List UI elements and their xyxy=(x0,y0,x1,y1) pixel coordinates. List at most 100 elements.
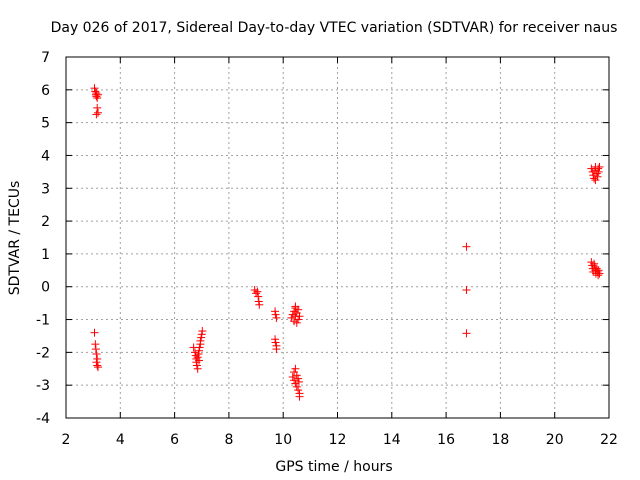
data-point xyxy=(271,310,280,319)
y-tick-label: 2 xyxy=(41,214,50,230)
data-point xyxy=(594,266,603,275)
data-point xyxy=(198,327,207,336)
data-point xyxy=(90,328,99,337)
data-point xyxy=(590,166,599,175)
data-point xyxy=(294,377,303,386)
x-tick-labels: 2 4 6 8 10 12 14 16 18 20 22 xyxy=(62,432,618,448)
data-point xyxy=(291,364,300,373)
data-point xyxy=(292,382,301,391)
x-tick-label: 12 xyxy=(329,432,347,448)
x-tick-label: 22 xyxy=(600,432,618,448)
data-point xyxy=(294,386,303,395)
data-point xyxy=(195,356,204,365)
data-point xyxy=(294,315,303,324)
data-point xyxy=(595,269,604,278)
data-point xyxy=(253,287,262,296)
data-point xyxy=(590,263,599,272)
data-point xyxy=(292,318,301,327)
x-tick-label: 2 xyxy=(62,432,71,448)
data-point xyxy=(294,374,303,383)
y-tick-label: -2 xyxy=(36,345,50,361)
data-point xyxy=(91,345,100,354)
y-tick-label: 5 xyxy=(41,116,50,132)
data-point xyxy=(190,348,199,357)
data-point xyxy=(90,84,99,93)
y-tick-label: -3 xyxy=(36,378,50,394)
chart-title: Day 026 of 2017, Sidereal Day-to-day VTE… xyxy=(51,20,618,36)
data-point xyxy=(92,89,101,98)
data-point xyxy=(93,361,102,370)
x-tick-label: 8 xyxy=(224,432,233,448)
data-point xyxy=(94,363,103,372)
y-tick-label: 0 xyxy=(41,280,50,296)
data-point xyxy=(91,340,100,349)
data-point xyxy=(195,343,204,352)
x-tick-label: 6 xyxy=(170,432,179,448)
y-axis-label: SDTVAR / TECUs xyxy=(7,181,23,296)
data-point xyxy=(254,297,263,306)
data-point xyxy=(295,312,304,321)
data-point xyxy=(594,164,603,173)
data-point xyxy=(92,350,101,359)
data-point xyxy=(93,103,102,112)
data-point xyxy=(462,329,471,338)
data-point xyxy=(271,338,280,347)
data-point xyxy=(595,162,604,171)
data-point xyxy=(93,94,102,103)
data-point xyxy=(288,372,297,381)
data-point xyxy=(272,345,281,354)
data-point xyxy=(593,267,602,276)
data-point xyxy=(271,307,280,316)
data-point xyxy=(462,286,471,295)
data-point xyxy=(295,392,304,401)
data-point xyxy=(92,358,101,367)
x-tick-label: 16 xyxy=(437,432,455,448)
data-point xyxy=(94,90,103,99)
data-point xyxy=(196,336,205,345)
data-point xyxy=(590,259,599,268)
data-point xyxy=(271,335,280,344)
data-point xyxy=(193,353,202,362)
grid xyxy=(66,57,609,418)
y-tick-label: 3 xyxy=(41,181,50,197)
data-point xyxy=(592,264,601,273)
data-point xyxy=(192,361,201,370)
data-series xyxy=(90,84,604,401)
data-point xyxy=(587,164,596,173)
data-point xyxy=(594,271,603,280)
x-axis-label: GPS time / hours xyxy=(275,459,392,475)
x-tick-label: 14 xyxy=(383,432,401,448)
y-tick-labels: -4 -3 -2 -1 0 1 2 3 4 5 6 7 xyxy=(36,50,50,427)
y-tick-label: -4 xyxy=(36,411,50,427)
y-tick-label: -1 xyxy=(36,313,50,329)
y-tick-label: 4 xyxy=(41,148,50,164)
data-point xyxy=(197,333,206,342)
axis-ticks xyxy=(65,56,610,419)
data-point xyxy=(594,167,603,176)
x-tick-label: 10 xyxy=(274,432,292,448)
data-point xyxy=(195,346,204,355)
data-point xyxy=(291,302,300,311)
data-point xyxy=(272,313,281,322)
x-tick-label: 20 xyxy=(546,432,564,448)
y-tick-label: 6 xyxy=(41,83,50,99)
x-tick-label: 4 xyxy=(116,432,125,448)
y-tick-label: 1 xyxy=(41,247,50,263)
x-tick-label: 18 xyxy=(491,432,509,448)
data-point xyxy=(255,300,264,309)
data-point xyxy=(291,379,300,388)
data-point xyxy=(462,242,471,251)
data-point xyxy=(254,292,263,301)
data-point xyxy=(92,110,101,119)
data-point xyxy=(94,108,103,117)
data-point xyxy=(194,350,203,359)
data-point xyxy=(193,364,202,373)
data-point xyxy=(290,376,299,385)
data-point xyxy=(589,171,598,180)
data-point xyxy=(593,172,602,181)
data-point xyxy=(292,371,301,380)
data-point xyxy=(592,169,601,178)
data-point xyxy=(197,330,206,339)
data-point xyxy=(590,174,599,183)
